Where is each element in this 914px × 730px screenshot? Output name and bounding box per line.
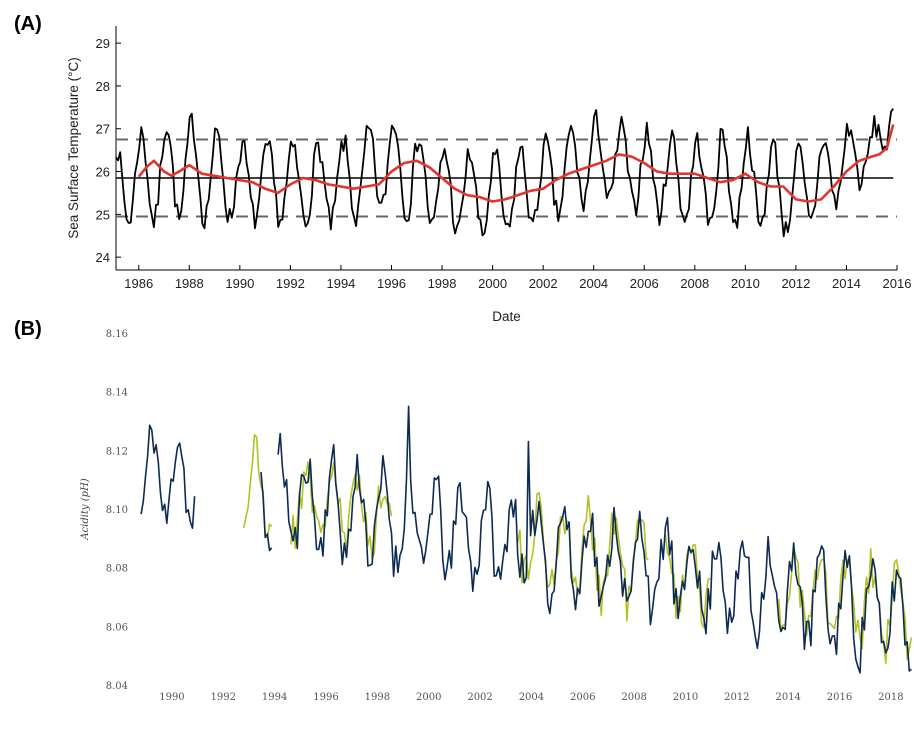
a-y-tick-label: 29 — [96, 36, 110, 51]
b-y-tick-label: 8.14 — [106, 388, 128, 399]
a-x-tick-label: 1998 — [428, 276, 457, 291]
a-x-tick-label: 1990 — [225, 276, 254, 291]
b-x-tick-label: 2012 — [724, 692, 749, 703]
b-x-tick-label: 2010 — [673, 692, 698, 703]
b-y-tick-label: 8.06 — [106, 622, 128, 633]
a-x-tick-label: 1994 — [326, 276, 355, 291]
a-x-tick-label: 1992 — [276, 276, 305, 291]
a-running-mean-line — [137, 124, 895, 203]
b-y-tick-label: 8.10 — [106, 505, 128, 516]
a-y-axis-label: Sea Surface Temperature (°C) — [66, 57, 81, 238]
b-x-tick-label: 2008 — [621, 692, 646, 703]
b-y-tick-label: 8.16 — [106, 329, 128, 340]
a-x-tick-label: 1996 — [377, 276, 406, 291]
b-x-tick-label: 1998 — [365, 692, 390, 703]
a-x-tick-label: 2004 — [579, 276, 608, 291]
b-x-tick-label: 1996 — [313, 692, 338, 703]
panel-label-a: (A) — [14, 13, 42, 35]
a-x-tick-label: 2012 — [781, 276, 810, 291]
a-y-tick-label: 28 — [96, 79, 110, 94]
a-y-tick-label: 25 — [96, 207, 110, 222]
b-y-tick-label: 8.04 — [106, 681, 128, 692]
b-y-tick-label: 8.08 — [106, 564, 128, 575]
b-x-tick-label: 2014 — [775, 692, 800, 703]
b-x-tick-label: 2000 — [416, 692, 441, 703]
b-x-tick-label: 1990 — [159, 692, 184, 703]
b-x-tick-label: 2016 — [827, 692, 852, 703]
a-x-tick-label: 1986 — [124, 276, 153, 291]
a-x-tick-label: 1988 — [175, 276, 204, 291]
a-y-tick-label: 27 — [96, 122, 110, 137]
a-x-tick-label: 2006 — [630, 276, 659, 291]
chart-b: 8.04 8.06 8.08 8.10 8.12 8.14 8.16 1990 1992 1994… — [80, 329, 913, 703]
b-x-tick-label: 1992 — [211, 692, 236, 703]
b-x-tick-label: 2002 — [467, 692, 492, 703]
chart-a: 24 25 26 27 28 29 1986 1988 1990 1992 1994 1996 1998… — [66, 26, 911, 324]
a-y-tick-label: 24 — [96, 250, 110, 265]
a-x-axis-label: Date — [492, 309, 521, 324]
a-x-tick-label: 2010 — [731, 276, 760, 291]
b-calculated-ph-line — [243, 434, 913, 665]
b-x-tick-label: 2004 — [519, 692, 544, 703]
panel-label-b: (B) — [14, 318, 42, 340]
a-x-tick-label: 2014 — [832, 276, 861, 291]
b-y-tick-label: 8.12 — [106, 446, 128, 457]
b-y-axis-label: Acidity (pH) — [80, 478, 91, 540]
b-x-tick-label: 1994 — [262, 692, 287, 703]
a-x-tick-label: 2008 — [680, 276, 709, 291]
a-x-tick-label: 2002 — [529, 276, 558, 291]
a-x-tick-label: 2016 — [883, 276, 912, 291]
b-x-tick-label: 2006 — [570, 692, 595, 703]
a-x-tick-label: 2000 — [478, 276, 507, 291]
a-y-tick-label: 26 — [96, 165, 110, 180]
a-sst-series-line — [115, 108, 894, 238]
b-x-tick-label: 2018 — [878, 692, 903, 703]
b-measured-ph-line — [140, 405, 912, 674]
